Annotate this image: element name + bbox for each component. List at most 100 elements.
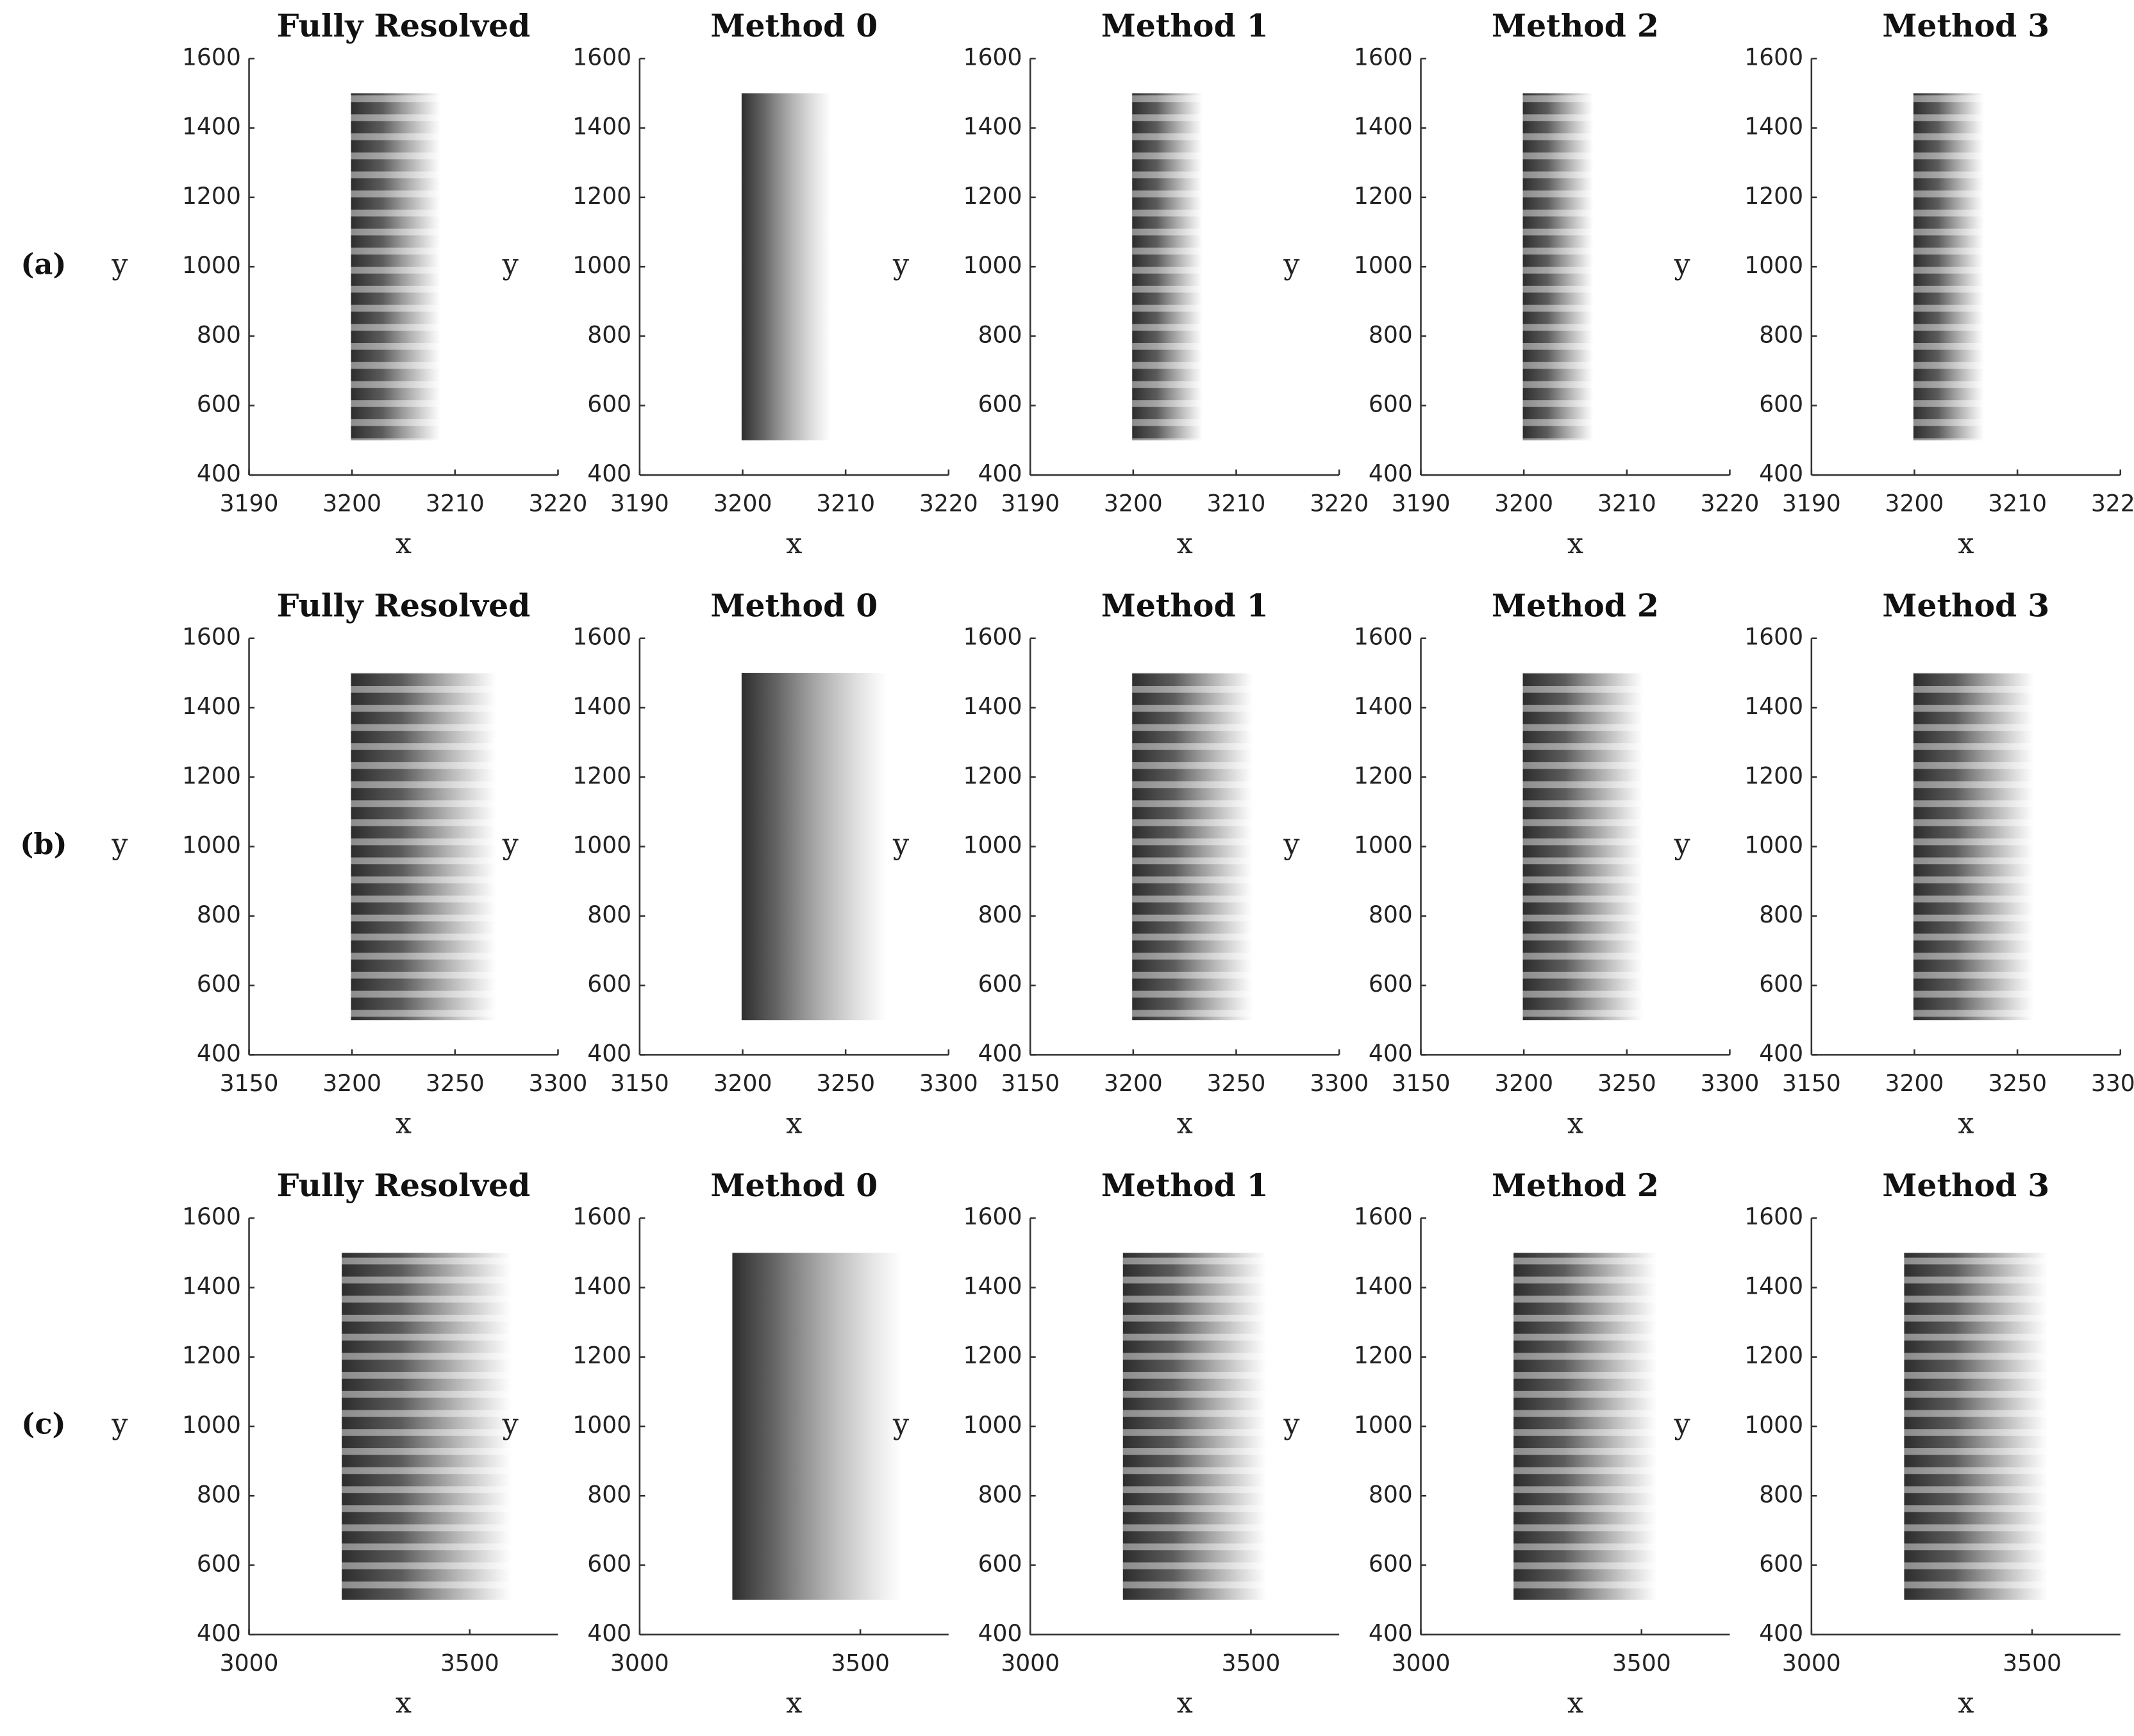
- x-axis-label: x: [1567, 1687, 1583, 1720]
- x-tick-label: 3200: [1885, 490, 1944, 517]
- particle-streaks: [351, 93, 441, 440]
- x-tick-label: 3150: [1782, 1070, 1841, 1097]
- y-tick-label: 1200: [1354, 762, 1413, 789]
- y-tick-label: 1200: [572, 1342, 631, 1369]
- particle-cloud: [741, 672, 887, 1021]
- y-tick-label: 800: [587, 321, 631, 348]
- panel-title: Method 1: [1101, 587, 1269, 624]
- x-tick-label: 3220: [1310, 490, 1369, 517]
- y-tick-label: 1000: [963, 832, 1022, 859]
- panel-title: Method 1: [1101, 7, 1269, 44]
- x-tick-label: 3200: [322, 1070, 381, 1097]
- y-tick-label: 600: [587, 971, 631, 997]
- x-tick-label: 3210: [1988, 490, 2047, 517]
- y-tick-label: 600: [1759, 971, 1803, 997]
- y-tick-label: 1000: [1354, 832, 1413, 859]
- x-axis-label: x: [1177, 1106, 1193, 1140]
- y-tick-label: 1200: [1354, 183, 1413, 210]
- panel-title: Method 2: [1492, 587, 1659, 624]
- y-tick-label: 600: [197, 391, 241, 418]
- y-tick-label: 1400: [1744, 113, 1803, 140]
- y-tick-label: 1400: [963, 693, 1022, 720]
- y-tick-label: 1000: [1744, 252, 1803, 279]
- panel-title: Fully Resolved: [277, 7, 531, 44]
- y-tick-label: 1600: [1744, 624, 1803, 651]
- x-axis-label: x: [1177, 527, 1193, 560]
- y-tick-label: 1000: [182, 832, 241, 859]
- x-tick-label: 3500: [2003, 1650, 2062, 1677]
- particle-streaks: [1913, 672, 2034, 1021]
- x-tick-label: 3200: [1104, 1070, 1163, 1097]
- x-tick-label: 3250: [816, 1070, 875, 1097]
- y-tick-label: 1600: [1354, 1203, 1413, 1230]
- y-tick-label: 1000: [182, 1412, 241, 1439]
- x-tick-label: 3300: [2091, 1070, 2134, 1097]
- x-axis-label: x: [786, 1106, 802, 1140]
- y-tick-label: 1200: [963, 183, 1022, 210]
- y-tick-label: 800: [1759, 321, 1803, 348]
- y-axis-label: y: [111, 1407, 128, 1440]
- y-tick-label: 600: [197, 1551, 241, 1578]
- x-tick-label: 3150: [220, 1070, 279, 1097]
- x-tick-label: 3250: [1207, 1070, 1266, 1097]
- y-tick-label: 1600: [1354, 44, 1413, 71]
- particle-streaks: [1522, 672, 1644, 1021]
- x-tick-label: 3190: [1001, 490, 1060, 517]
- y-tick-label: 1200: [1744, 1342, 1803, 1369]
- y-tick-label: 1600: [572, 1203, 631, 1230]
- y-tick-label: 1600: [182, 624, 241, 651]
- particle-streaks: [1132, 93, 1203, 440]
- x-tick-label: 3000: [1001, 1650, 1060, 1677]
- particle-cloud: [732, 1253, 903, 1600]
- particle-streaks: [1513, 1253, 1658, 1600]
- y-tick-label: 800: [978, 901, 1022, 928]
- x-tick-label: 3200: [322, 490, 381, 517]
- y-tick-label: 1000: [182, 252, 241, 279]
- y-tick-label: 1400: [572, 113, 631, 140]
- x-axis-label: x: [396, 527, 412, 560]
- particle-streaks: [342, 1253, 512, 1600]
- x-tick-label: 3500: [1612, 1650, 1671, 1677]
- y-tick-label: 1200: [1744, 183, 1803, 210]
- x-tick-label: 3210: [816, 490, 875, 517]
- y-tick-label: 600: [1369, 971, 1413, 997]
- y-axis-label: y: [502, 1407, 519, 1440]
- panel-title: Method 3: [1882, 7, 2049, 44]
- y-tick-label: 1200: [963, 762, 1022, 789]
- y-tick-label: 1600: [1744, 1203, 1803, 1230]
- y-tick-label: 400: [587, 1040, 631, 1067]
- y-tick-label: 1200: [1354, 1342, 1413, 1369]
- y-tick-label: 400: [1369, 460, 1413, 487]
- y-tick-label: 600: [1759, 391, 1803, 418]
- y-tick-label: 1400: [1354, 1273, 1413, 1299]
- panel-title: Method 3: [1882, 587, 2049, 624]
- particle-streaks: [1904, 1253, 2048, 1600]
- y-tick-label: 800: [1369, 321, 1413, 348]
- x-tick-label: 3250: [1597, 1070, 1656, 1097]
- y-tick-label: 800: [587, 901, 631, 928]
- y-tick-label: 1000: [572, 252, 631, 279]
- x-axis-label: x: [786, 527, 802, 560]
- y-axis-label: y: [1283, 248, 1300, 281]
- y-tick-label: 1000: [1744, 832, 1803, 859]
- y-tick-label: 400: [1369, 1040, 1413, 1067]
- y-tick-label: 1600: [963, 44, 1022, 71]
- y-tick-label: 400: [1759, 1620, 1803, 1647]
- y-tick-label: 600: [587, 391, 631, 418]
- x-tick-label: 3190: [1782, 490, 1841, 517]
- panel-title: Fully Resolved: [277, 1167, 531, 1204]
- y-tick-label: 600: [1369, 391, 1413, 418]
- y-tick-label: 1200: [572, 762, 631, 789]
- y-tick-label: 1600: [572, 44, 631, 71]
- y-tick-label: 400: [587, 1620, 631, 1647]
- y-tick-label: 800: [197, 901, 241, 928]
- y-tick-label: 1400: [1744, 693, 1803, 720]
- y-tick-label: 1200: [182, 183, 241, 210]
- x-tick-label: 3190: [610, 490, 669, 517]
- x-tick-label: 3150: [1001, 1070, 1060, 1097]
- y-tick-label: 800: [197, 321, 241, 348]
- x-tick-label: 3210: [1597, 490, 1656, 517]
- row-label: (a): [21, 247, 66, 281]
- y-tick-label: 600: [1369, 1551, 1413, 1578]
